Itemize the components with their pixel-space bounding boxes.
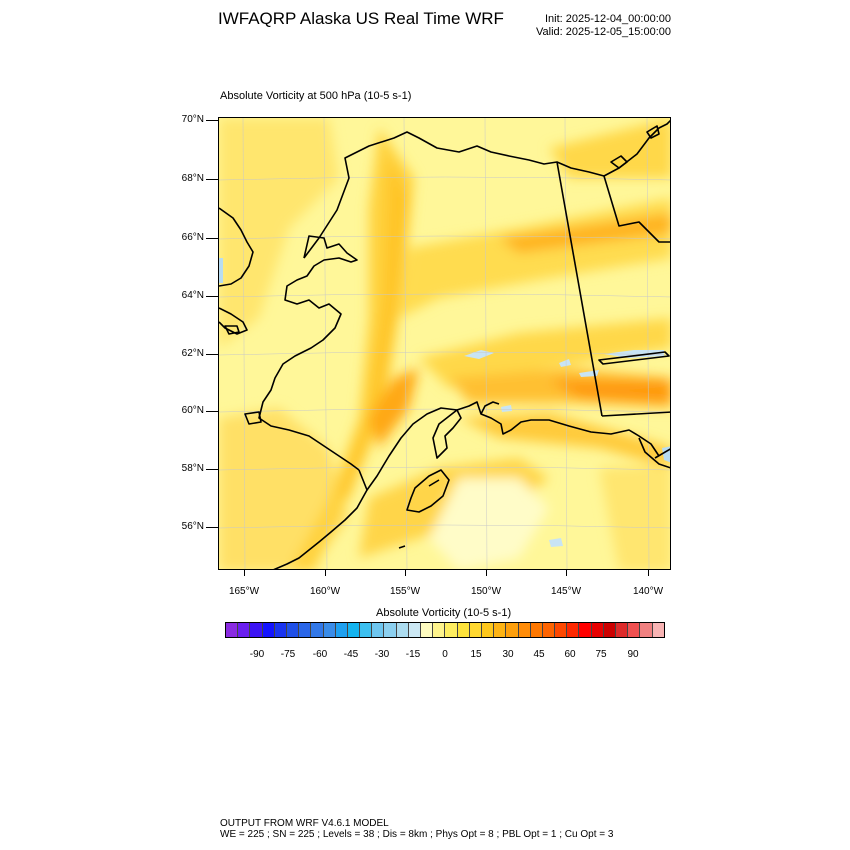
colorbar-swatch xyxy=(347,623,361,637)
lat-label-56: 56°N xyxy=(181,521,204,532)
colorbar-swatch xyxy=(603,623,616,637)
colorbar-tick-label: 75 xyxy=(595,649,607,660)
colorbar-swatch xyxy=(299,623,312,637)
colorbar-tick-label: -90 xyxy=(249,649,265,660)
lon-tick xyxy=(486,570,487,576)
colorbar-swatch xyxy=(311,623,324,637)
colorbar-swatch xyxy=(372,623,385,637)
lon-label-155: 155°W xyxy=(389,586,421,597)
lat-tick xyxy=(206,238,218,239)
colorbar-swatch xyxy=(384,623,397,637)
colorbar-swatch xyxy=(494,623,507,637)
colorbar-swatch xyxy=(433,623,446,637)
model-info-line2: WE = 225 ; SN = 225 ; Levels = 38 ; Dis … xyxy=(220,829,614,840)
colorbar-swatch xyxy=(628,623,641,637)
vorticity-map xyxy=(219,118,670,569)
colorbar-swatch xyxy=(457,623,470,637)
colorbar-swatch xyxy=(616,623,629,637)
colorbar-swatch xyxy=(481,623,495,637)
colorbar-swatch xyxy=(445,623,458,637)
lat-tick xyxy=(206,469,218,470)
lat-label-60: 60°N xyxy=(181,405,204,416)
lon-label-165: 165°W xyxy=(228,586,260,597)
lon-tick xyxy=(648,570,649,576)
colorbar-swatch xyxy=(286,623,300,637)
colorbar-swatch xyxy=(421,623,434,637)
lat-tick xyxy=(206,527,218,528)
lat-label-66: 66°N xyxy=(181,232,204,243)
lat-label-70: 70°N xyxy=(181,114,204,125)
colorbar-swatch xyxy=(274,623,287,637)
colorbar-swatch xyxy=(567,623,580,637)
lon-tick xyxy=(566,570,567,576)
lon-label-150: 150°W xyxy=(470,586,502,597)
lat-tick xyxy=(206,179,218,180)
colorbar-tick-label: -30 xyxy=(374,649,390,660)
colorbar-swatch xyxy=(652,623,664,637)
lat-tick xyxy=(206,354,218,355)
colorbar-swatch xyxy=(250,623,263,637)
lon-tick xyxy=(325,570,326,576)
colorbar-tick-label: 60 xyxy=(564,649,576,660)
colorbar-swatch xyxy=(226,623,239,637)
colorbar-swatch xyxy=(640,623,653,637)
lat-label-62: 62°N xyxy=(181,348,204,359)
field-title: Absolute Vorticity at 500 hPa (10-5 s-1) xyxy=(220,90,412,102)
vorticity-shading xyxy=(219,118,670,569)
graticule xyxy=(219,118,670,569)
lon-label-160: 160°W xyxy=(309,586,341,597)
colorbar-tick-label: 45 xyxy=(533,649,545,660)
lat-label-58: 58°N xyxy=(181,463,204,474)
model-info-line1: OUTPUT FROM WRF V4.6.1 MODEL xyxy=(220,818,389,829)
colorbar-swatch xyxy=(323,623,336,637)
colorbar-tick-label: 90 xyxy=(627,649,639,660)
colorbar-swatch xyxy=(506,623,519,637)
lon-label-140: 140°W xyxy=(632,586,664,597)
colorbar-tick-label: 30 xyxy=(502,649,514,660)
colorbar-swatch xyxy=(542,623,556,637)
colorbar-title: Absolute Vorticity (10-5 s-1) xyxy=(376,607,512,619)
colorbar-tick-label: -45 xyxy=(343,649,359,660)
lat-label-64: 64°N xyxy=(181,290,204,301)
map-panel xyxy=(218,117,671,570)
lon-tick xyxy=(244,570,245,576)
colorbar-tick-label: -75 xyxy=(280,649,296,660)
colorbar-swatch xyxy=(238,623,251,637)
colorbar-swatch xyxy=(408,623,421,637)
colorbar-swatch xyxy=(591,623,604,637)
colorbar-swatch xyxy=(530,623,543,637)
colorbar xyxy=(225,622,665,638)
colorbar-swatch xyxy=(360,623,373,637)
init-time: Init: 2025-12-04_00:00:00 xyxy=(545,13,671,25)
coastline xyxy=(219,119,670,569)
colorbar-swatch xyxy=(579,623,592,637)
colorbar-tick-label: -15 xyxy=(405,649,421,660)
lat-tick xyxy=(206,120,218,121)
valid-time: Valid: 2025-12-05_15:00:00 xyxy=(536,26,671,38)
colorbar-swatch xyxy=(469,623,482,637)
colorbar-swatch xyxy=(518,623,531,637)
colorbar-swatch xyxy=(335,623,348,637)
lon-tick xyxy=(405,570,406,576)
colorbar-tick-label: 15 xyxy=(470,649,482,660)
colorbar-tick-label: -60 xyxy=(312,649,328,660)
main-title: IWFAQRP Alaska US Real Time WRF xyxy=(218,9,504,28)
lat-tick xyxy=(206,411,218,412)
colorbar-swatch xyxy=(396,623,409,637)
lat-tick xyxy=(206,296,218,297)
colorbar-tick-label: 0 xyxy=(442,649,448,660)
lat-label-68: 68°N xyxy=(181,173,204,184)
colorbar-swatch xyxy=(262,623,275,637)
colorbar-swatch xyxy=(555,623,568,637)
lon-label-145: 145°W xyxy=(550,586,582,597)
